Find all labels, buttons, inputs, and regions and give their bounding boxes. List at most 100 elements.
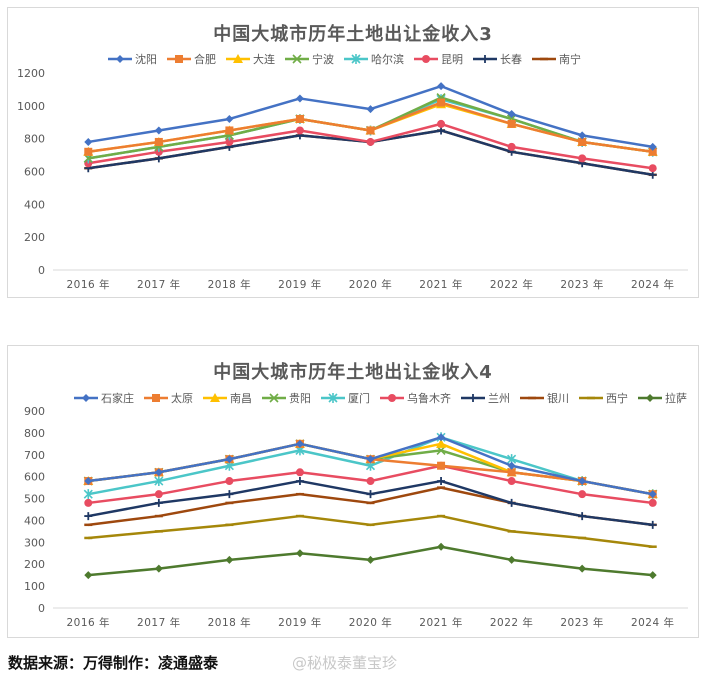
series-拉萨: [84, 542, 657, 580]
data-point: [578, 154, 587, 163]
y-tick-label: 800: [24, 427, 45, 440]
legend-item-拉萨: 拉萨: [638, 391, 687, 405]
data-point: [507, 477, 516, 486]
legend-marker: [469, 394, 477, 402]
legend-label: 南昌: [230, 392, 252, 405]
y-tick-label: 300: [24, 536, 45, 549]
y-tick-label: 400: [24, 198, 45, 211]
series-合肥: [84, 98, 657, 156]
data-point: [366, 455, 375, 464]
data-point: [578, 564, 587, 573]
data-source-note: 数据来源：万得制作：凌通盛泰: [8, 654, 219, 672]
y-tick-label: 700: [24, 449, 45, 462]
data-point: [578, 490, 587, 499]
legend-label: 合肥: [194, 52, 216, 66]
data-point: [295, 549, 304, 558]
data-point: [84, 137, 93, 146]
x-tick-label: 2018 年: [208, 278, 252, 291]
data-point: [507, 461, 516, 470]
data-point: [578, 137, 587, 146]
data-point: [154, 137, 163, 146]
data-point: [295, 477, 304, 486]
data-point: [225, 477, 234, 486]
y-tick-label: 400: [24, 514, 45, 527]
legend-item-乌鲁木齐: 乌鲁木齐: [380, 391, 451, 405]
legend-item-南昌: 南昌: [203, 392, 252, 405]
data-point: [154, 126, 163, 135]
data-point: [366, 477, 375, 486]
chart-1-content: 中国大城市历年土地出让金收入3 沈阳 合肥 大连 宁波 哈尔滨 昆明 长春 南宁 0 200 400 6…: [17, 23, 688, 291]
data-point: [436, 438, 447, 448]
legend-marker: [82, 394, 90, 402]
data-point: [154, 468, 163, 477]
data-point: [437, 461, 446, 470]
data-point: [84, 477, 93, 486]
legend-item-宁波: 宁波: [285, 52, 334, 66]
legend-label: 宁波: [312, 52, 334, 66]
x-tick-label: 2021 年: [419, 616, 463, 629]
series-兰州: [84, 477, 657, 529]
legend-marker: [152, 394, 160, 402]
series-group: [83, 432, 658, 580]
legend-label: 贵阳: [289, 392, 311, 405]
y-tick-label: 1200: [17, 67, 45, 80]
x-tick-label: 2020 年: [349, 278, 393, 291]
x-tick-label: 2022 年: [490, 278, 534, 291]
legend-marker: [328, 393, 338, 403]
line-chart-1: 中国大城市历年土地出让金收入3 沈阳 合肥 大连 宁波 哈尔滨 昆明 长春 南宁 0 200 400 6…: [17, 23, 688, 291]
legend-marker: [481, 55, 489, 63]
data-point: [437, 542, 446, 551]
y-tick-label: 0: [38, 602, 45, 615]
data-point: [225, 137, 234, 146]
legend-item-沈阳: 沈阳: [108, 52, 157, 66]
y-tick-label: 1000: [17, 100, 45, 113]
data-point: [225, 555, 234, 564]
x-tick-label: 2017 年: [137, 278, 181, 291]
data-point: [225, 126, 234, 135]
chart-title: 中国大城市历年土地出让金收入3: [213, 23, 493, 45]
data-point: [366, 126, 375, 135]
legend-item-厦门: 厦门: [321, 391, 370, 405]
data-point: [366, 490, 375, 499]
data-point: [295, 439, 304, 448]
y-tick-label: 600: [24, 471, 45, 484]
legend-marker: [292, 54, 302, 64]
legend-marker: [269, 393, 279, 403]
data-point: [295, 94, 304, 103]
legend-item-长春: 长春: [473, 53, 522, 66]
legend-item-西宁: 西宁: [579, 391, 628, 405]
y-tick-label: 600: [24, 166, 45, 179]
legend-item-哈尔滨: 哈尔滨: [344, 52, 404, 66]
chart-2-content: 中国大城市历年土地出让金收入4 石家庄 太原 南昌 贵阳 厦门 乌鲁木齐 兰州 银川 西宁 拉萨 0 1…: [24, 361, 688, 629]
data-point: [366, 105, 375, 114]
legend-label: 大连: [253, 52, 275, 66]
series-line: [88, 514, 653, 548]
legend: 石家庄 太原 南昌 贵阳 厦门 乌鲁木齐 兰州 银川 西宁 拉萨: [74, 391, 687, 405]
data-point: [225, 114, 234, 123]
data-point: [366, 137, 375, 146]
legend-marker: [646, 394, 654, 402]
y-tick-label: 800: [24, 133, 45, 146]
data-point: [154, 490, 163, 499]
data-point: [507, 498, 516, 507]
data-point: [507, 110, 516, 119]
legend-item-昆明: 昆明: [414, 53, 463, 66]
legend-marker: [422, 55, 430, 63]
y-tick-label: 200: [24, 558, 45, 571]
legend-marker: [116, 55, 124, 63]
x-tick-label: 2024 年: [631, 278, 675, 291]
y-tick-label: 100: [24, 580, 45, 593]
legend-item-兰州: 兰州: [461, 392, 510, 405]
legend-label: 乌鲁木齐: [407, 391, 451, 405]
data-point: [437, 433, 446, 442]
chart-panel-2: 中国大城市历年土地出让金收入4 石家庄 太原 南昌 贵阳 厦门 乌鲁木齐 兰州 银川 西宁 拉萨 0 1…: [7, 345, 699, 638]
data-point: [578, 512, 587, 521]
chart-title: 中国大城市历年土地出让金收入4: [213, 361, 493, 383]
data-point: [437, 98, 446, 107]
series-沈阳: [84, 82, 657, 151]
legend-label: 昆明: [441, 53, 463, 66]
legend-item-贵阳: 贵阳: [262, 392, 311, 405]
line-chart-2: 中国大城市历年土地出让金收入4 石家庄 太原 南昌 贵阳 厦门 乌鲁木齐 兰州 银川 西宁 拉萨 0 1…: [24, 361, 688, 629]
y-tick-label: 200: [24, 231, 45, 244]
data-point: [648, 142, 657, 151]
